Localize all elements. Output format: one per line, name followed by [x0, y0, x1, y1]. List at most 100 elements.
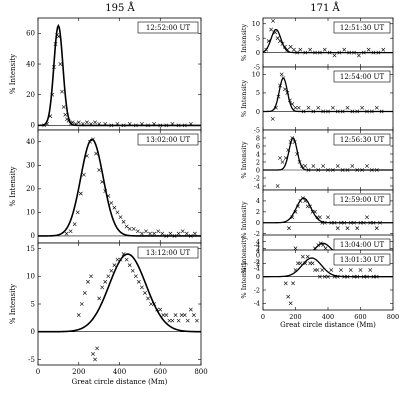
data-point [315, 268, 320, 272]
data-point [327, 50, 332, 55]
data-point [136, 279, 141, 284]
x-tick-label: 800 [387, 313, 399, 321]
y-tick-label: -2 [254, 174, 260, 182]
data-point [61, 105, 66, 109]
data-point [95, 346, 99, 351]
data-point [288, 44, 293, 49]
data-point [283, 87, 287, 92]
data-point [355, 109, 360, 114]
data-point [337, 50, 342, 55]
data-point [139, 285, 144, 290]
data-point [184, 231, 189, 236]
data-point [358, 220, 363, 225]
data-point [310, 261, 315, 266]
data-point [109, 201, 114, 205]
data-point [293, 209, 298, 214]
data-point [143, 290, 147, 295]
data-point [345, 105, 350, 110]
data-point [287, 98, 292, 103]
data-point [121, 219, 126, 224]
data-point [264, 47, 269, 52]
data-point [330, 168, 335, 172]
data-point [172, 234, 177, 238]
data-point [158, 307, 163, 312]
data-point [170, 121, 175, 126]
timestamp-label: 13:12:00 UT [146, 249, 191, 257]
x-tick-label: 400 [322, 313, 334, 321]
data-point [273, 30, 278, 35]
data-point [91, 351, 95, 356]
data-point [81, 172, 86, 177]
data-point [191, 313, 196, 318]
y-tick-label: 10 [26, 273, 35, 281]
data-point [51, 65, 56, 70]
data-point [293, 105, 298, 110]
y-tick-label: 2 [256, 208, 260, 216]
data-point [127, 226, 132, 231]
x-tick-label: 0 [36, 368, 40, 376]
data-point [188, 121, 193, 126]
data-point [326, 274, 330, 279]
data-point [152, 121, 157, 126]
data-point [352, 274, 356, 279]
data-point [84, 153, 89, 158]
y-tick-label: -4 [254, 182, 260, 190]
data-point [97, 168, 102, 172]
data-point [278, 39, 282, 43]
data-point [330, 105, 335, 110]
data-point [322, 274, 327, 279]
data-point [292, 140, 297, 144]
data-point [352, 50, 356, 55]
data-point [301, 109, 306, 114]
data-point [303, 50, 308, 55]
data-point [308, 204, 313, 209]
data-point [70, 120, 75, 125]
data-point [342, 274, 347, 279]
data-point [79, 302, 84, 306]
data-point [339, 268, 343, 272]
data-point [369, 168, 374, 172]
data-point [317, 274, 322, 279]
y-tick-label: 2 [256, 158, 260, 166]
data-point [350, 109, 355, 114]
data-point [322, 220, 327, 225]
y-tick-label: 15 [26, 245, 35, 253]
data-point [124, 257, 129, 262]
data-point [60, 89, 64, 94]
data-point [156, 229, 161, 234]
data-point [322, 47, 327, 52]
data-point [326, 215, 330, 220]
data-point [274, 105, 278, 110]
data-point [82, 290, 87, 295]
data-point [321, 109, 326, 114]
data-point [355, 274, 360, 279]
data-point [365, 109, 369, 114]
data-point [279, 72, 284, 77]
data-point [185, 318, 190, 323]
data-point [323, 246, 328, 251]
data-point [283, 44, 287, 49]
x-tick-label: 400 [113, 368, 126, 376]
data-point [118, 215, 123, 220]
data-point [361, 50, 366, 55]
data-point [275, 184, 280, 188]
x-tick-label: 800 [194, 368, 207, 376]
panel-frame [262, 249, 394, 311]
data-point [160, 231, 165, 236]
data-point [374, 168, 379, 172]
x-tick-label: 600 [354, 313, 366, 321]
data-point [297, 160, 302, 164]
y-axis-label: % Intensity [9, 54, 17, 94]
data-point [371, 50, 376, 55]
data-point [313, 246, 317, 251]
data-point [180, 229, 185, 234]
y-tick-label: 4 [256, 238, 260, 246]
data-point [313, 209, 317, 214]
data-point [68, 229, 73, 234]
data-point [281, 76, 286, 81]
y-tick-label: -5 [254, 63, 260, 71]
data-point [188, 234, 193, 238]
data-point [300, 164, 304, 168]
data-point [106, 274, 111, 279]
